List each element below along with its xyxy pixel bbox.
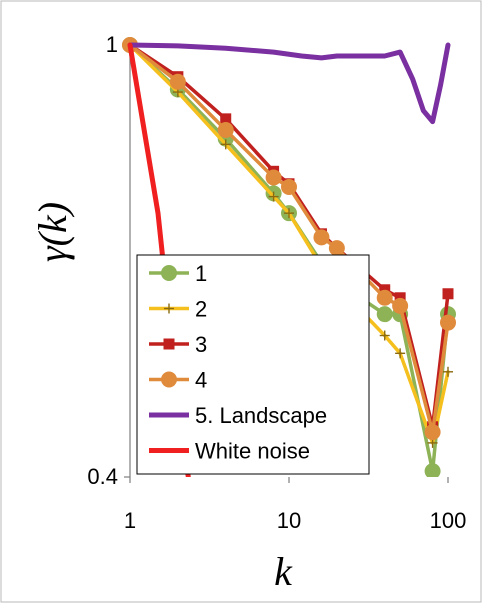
- data-point: [220, 113, 232, 125]
- legend-label: White noise: [195, 439, 310, 464]
- series-line: [127, 42, 451, 125]
- legend-swatch-marker: [163, 338, 175, 350]
- data-point: [440, 314, 456, 331]
- y-tick-label: 1: [106, 32, 118, 57]
- legend-label: 4: [195, 368, 207, 393]
- y-axis-label: γ(k): [30, 202, 75, 262]
- data-point: [268, 191, 279, 202]
- series-4: [127, 42, 451, 125]
- data-point: [394, 292, 406, 304]
- legend-swatch-marker: [161, 265, 177, 281]
- data-point: [217, 122, 234, 139]
- legend-swatch-marker: [161, 371, 177, 388]
- legend-label: 5. Landscape: [195, 403, 327, 428]
- data-point: [442, 288, 454, 300]
- series-3: [122, 37, 456, 441]
- data-point: [169, 73, 186, 90]
- data-point: [220, 139, 231, 150]
- series-layer: [122, 37, 456, 477]
- legend-label: 3: [195, 332, 207, 357]
- data-point: [424, 424, 441, 441]
- x-tick-label: 100: [430, 508, 467, 533]
- data-point: [395, 348, 406, 359]
- legend-label: 2: [195, 297, 207, 322]
- data-point: [313, 229, 330, 246]
- data-point: [392, 297, 409, 314]
- y-tick-label: 0.4: [87, 464, 118, 489]
- data-point: [265, 169, 282, 186]
- data-point: [376, 289, 393, 306]
- legend: 1 2 3 4 5. Landscape White noise: [136, 254, 370, 475]
- data-point: [284, 208, 294, 219]
- data-point: [328, 240, 345, 257]
- legend-box: [136, 254, 370, 475]
- data-point: [376, 306, 393, 323]
- data-point: [443, 366, 453, 377]
- data-point: [281, 178, 297, 195]
- data-point: [424, 463, 441, 477]
- legend-swatch-marker: [164, 303, 174, 314]
- x-tick-label: 1: [124, 508, 136, 533]
- x-axis-label: k: [274, 549, 293, 594]
- legend-label: 1: [195, 261, 207, 286]
- x-tick-label: 10: [277, 508, 301, 533]
- data-point: [379, 330, 390, 341]
